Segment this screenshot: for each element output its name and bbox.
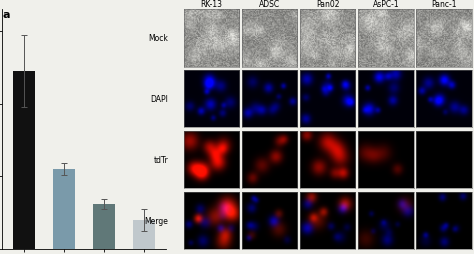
Title: Pan02: Pan02	[316, 1, 339, 9]
Bar	[13, 72, 35, 249]
Text: Merge: Merge	[145, 216, 168, 225]
Text: Mock: Mock	[148, 34, 168, 43]
Bar	[133, 220, 155, 249]
Text: a: a	[2, 10, 10, 20]
Bar	[53, 169, 75, 249]
Title: Panc-1: Panc-1	[431, 1, 457, 9]
Bar	[93, 204, 115, 249]
Title: ADSC: ADSC	[259, 1, 280, 9]
Title: RK-13: RK-13	[201, 1, 222, 9]
Title: AsPC-1: AsPC-1	[373, 1, 399, 9]
Text: DAPI: DAPI	[150, 95, 168, 104]
Text: tdTr: tdTr	[154, 155, 168, 164]
